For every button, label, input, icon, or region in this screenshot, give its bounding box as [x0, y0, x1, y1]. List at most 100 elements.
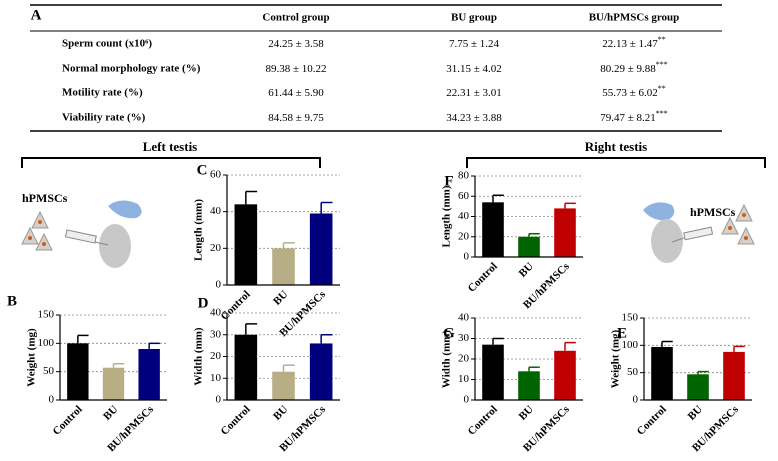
bar — [554, 208, 576, 257]
panel-label: D — [198, 295, 209, 311]
x-tick-label: Control — [466, 403, 500, 437]
bar — [309, 213, 333, 285]
table-cell: 34.23 ± 3.88 — [446, 112, 502, 124]
bar — [67, 343, 89, 400]
panel-label: B — [7, 293, 17, 309]
y-tick-label: 30 — [458, 332, 470, 344]
table-cell: 55.73 ± 6.02** — [602, 84, 666, 99]
y-axis-label: Length (mm) — [441, 185, 453, 247]
y-tick-label: 10 — [210, 372, 222, 384]
y-axis-label: Width (mm) — [193, 327, 205, 385]
y-tick-label: 30 — [210, 328, 222, 340]
column-header: Control group — [262, 12, 329, 24]
bracket — [21, 157, 321, 168]
y-tick-label: 0 — [464, 251, 470, 263]
x-tick-label: Control — [466, 260, 500, 294]
bar — [272, 371, 295, 400]
y-tick-label: 50 — [627, 366, 639, 378]
x-tick-label: BU — [271, 288, 290, 307]
x-tick-label: BU — [517, 403, 536, 422]
table-cell: 22.13 ± 1.47** — [602, 35, 666, 50]
table-cell: 61.44 ± 5.90 — [268, 87, 324, 99]
row-label: Viability rate (%) — [62, 112, 146, 124]
cell-value: 22.31 ± 3.01 — [446, 87, 502, 99]
bar — [272, 248, 295, 285]
panel-label: C — [197, 162, 208, 178]
bar — [518, 236, 540, 257]
column-header: BU/hPMSCs group — [589, 12, 680, 24]
y-tick-label: 0 — [216, 279, 222, 291]
y-tick-label: 0 — [633, 394, 639, 406]
bar — [482, 344, 504, 400]
cell-value: 89.38 ± 10.22 — [265, 63, 326, 75]
panel-label: A — [31, 7, 42, 23]
y-axis-label: Length (mm) — [193, 199, 205, 261]
bar — [234, 204, 258, 285]
y-tick-label: 60 — [210, 169, 222, 181]
table-cell: 31.15 ± 4.02 — [446, 63, 502, 75]
bar — [518, 371, 540, 400]
y-tick-label: 100 — [622, 339, 639, 351]
panel-label: G — [443, 325, 455, 341]
cell-value: 7.75 ± 1.24 — [449, 38, 500, 50]
cell-value: 84.58 ± 9.75 — [268, 112, 324, 124]
row-label: Normal morphology rate (%) — [62, 63, 201, 75]
row-label: Motility rate (%) — [62, 87, 143, 99]
bar — [687, 374, 709, 400]
y-tick-label: 20 — [458, 230, 470, 242]
table-cell: 22.31 ± 3.01 — [446, 87, 502, 99]
bar — [723, 351, 745, 400]
y-tick-label: 80 — [458, 170, 470, 182]
y-tick-label: 10 — [458, 373, 470, 385]
y-tick-label: 20 — [210, 242, 222, 254]
column-header: BU group — [451, 12, 497, 24]
bar — [309, 343, 333, 400]
table-cell: 7.75 ± 1.24 — [449, 38, 500, 50]
x-tick-label: BU — [101, 403, 120, 422]
cell-label: hPMSCs — [22, 191, 68, 205]
cell-label: hPMSCs — [690, 205, 736, 219]
y-tick-label: 0 — [49, 394, 55, 406]
cell-value: 34.23 ± 3.88 — [446, 112, 502, 124]
panel-label: F — [444, 173, 453, 189]
section-title: Left testis — [143, 139, 198, 154]
y-tick-label: 60 — [458, 190, 470, 202]
section-title: Right testis — [585, 139, 647, 154]
bar — [138, 349, 160, 400]
y-tick-label: 50 — [43, 365, 55, 377]
cell-value: 61.44 ± 5.90 — [268, 87, 324, 99]
cell-value: 31.15 ± 4.02 — [446, 63, 502, 75]
bar — [482, 202, 504, 257]
y-tick-label: 40 — [458, 210, 470, 222]
cell-value: 24.25 ± 3.58 — [268, 38, 324, 50]
y-tick-label: 40 — [458, 312, 470, 324]
y-tick-label: 40 — [210, 307, 222, 319]
y-tick-label: 100 — [38, 337, 55, 349]
significance: *** — [656, 60, 668, 69]
bracket — [466, 157, 766, 168]
x-tick-label: Control — [635, 403, 669, 437]
cell-value: 22.13 ± 1.47 — [602, 38, 658, 50]
injection-diagram: hPMSCs — [643, 202, 755, 263]
panel-label: E — [617, 325, 627, 341]
significance: ** — [658, 84, 666, 93]
cell-value: 55.73 ± 6.02 — [602, 87, 658, 99]
y-axis-label: Weight (mg) — [26, 328, 38, 387]
table-cell: 80.29 ± 9.88*** — [600, 60, 668, 75]
y-tick-label: 150 — [622, 312, 639, 324]
x-tick-label: BU — [271, 403, 290, 422]
bar — [102, 367, 125, 400]
bar — [234, 334, 258, 400]
y-tick-label: 20 — [458, 353, 470, 365]
table-cell: 89.38 ± 10.22 — [265, 63, 326, 75]
table-cell: 79.47 ± 8.21*** — [600, 109, 668, 124]
table-cell: 24.25 ± 3.58 — [268, 38, 324, 50]
x-tick-label: BU — [517, 260, 536, 279]
y-tick-label: 20 — [210, 350, 222, 362]
cell-value: 79.47 ± 8.21 — [600, 112, 656, 124]
x-tick-label: Control — [218, 288, 252, 322]
y-tick-label: 150 — [38, 309, 55, 321]
row-label: Sperm count (x10⁶) — [62, 38, 152, 50]
x-tick-label: BU — [686, 403, 705, 422]
